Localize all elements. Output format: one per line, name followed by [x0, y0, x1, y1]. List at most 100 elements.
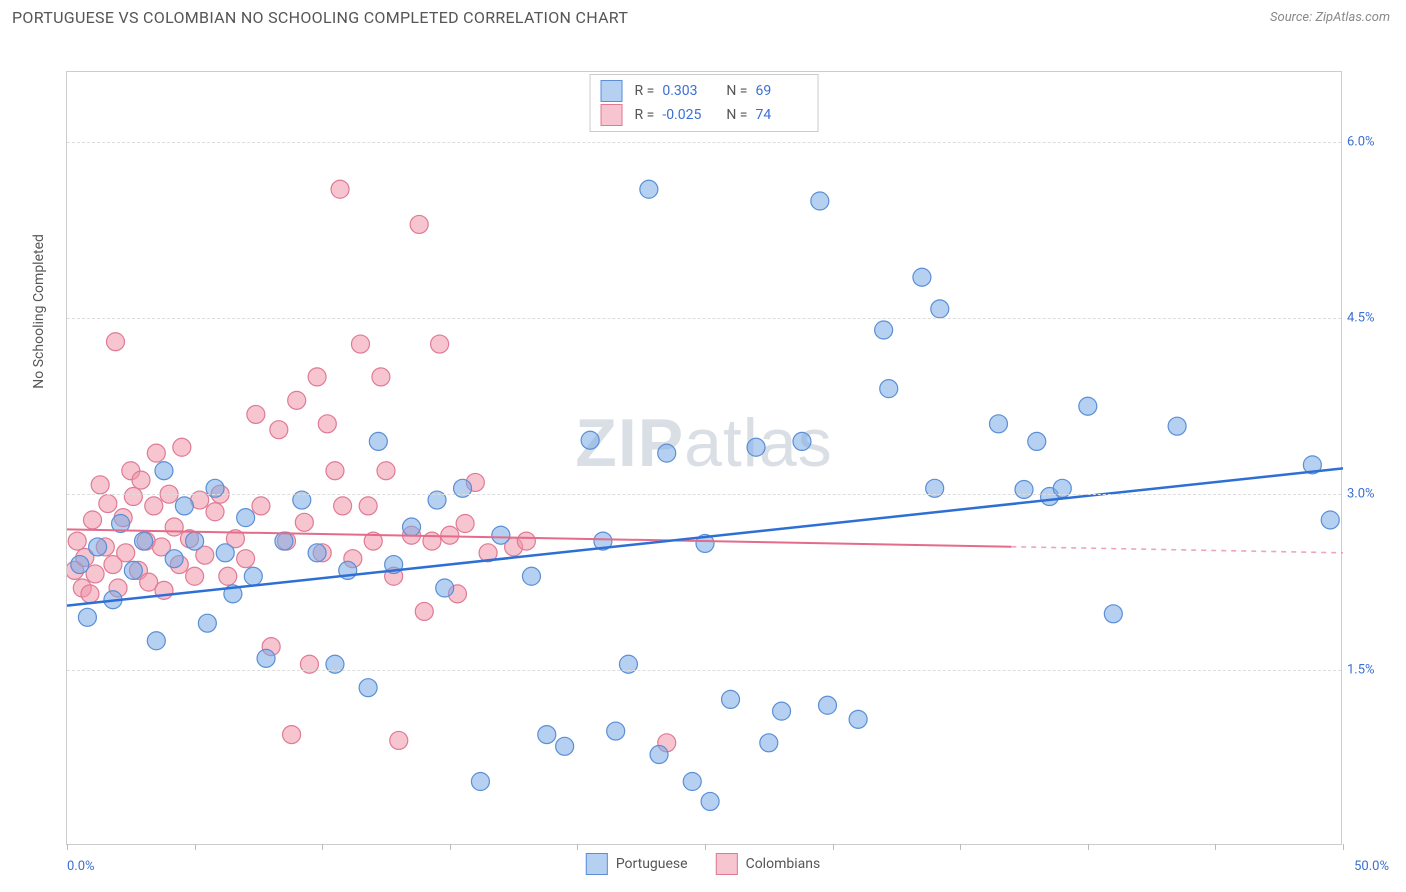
scatter-point-colombians [377, 462, 395, 480]
y-tick-label: 4.5% [1347, 311, 1389, 326]
legend-r-label: R = [635, 83, 655, 99]
scatter-point-colombians [132, 471, 150, 489]
grid-line [67, 670, 1341, 671]
scatter-point-colombians [68, 532, 86, 550]
scatter-point-portuguese [581, 431, 599, 449]
legend-item-portuguese: Portuguese [586, 853, 688, 875]
legend-swatch-colombians [601, 104, 623, 126]
legend-label-portuguese: Portuguese [616, 856, 688, 872]
scatter-point-colombians [410, 215, 428, 233]
scatter-point-portuguese [607, 722, 625, 740]
scatter-point-portuguese [359, 679, 377, 697]
source-attribution: Source: ZipAtlas.com [1270, 10, 1390, 25]
scatter-point-portuguese [683, 773, 701, 791]
scatter-point-portuguese [155, 462, 173, 480]
scatter-point-portuguese [722, 690, 740, 708]
legend-r-value-portuguese: 0.303 [662, 83, 714, 99]
scatter-point-portuguese [556, 737, 574, 755]
scatter-point-portuguese [403, 518, 421, 536]
legend-swatch-portuguese [601, 80, 623, 102]
trend-line-portuguese [67, 468, 1343, 605]
y-axis-label: No Schooling Completed [31, 234, 47, 389]
scatter-point-colombians [283, 726, 301, 744]
scatter-point-colombians [186, 567, 204, 585]
scatter-point-colombians [219, 567, 237, 585]
legend-label-colombians: Colombians [746, 856, 821, 872]
grid-line [67, 318, 1341, 319]
scatter-point-colombians [390, 731, 408, 749]
scatter-point-portuguese [147, 632, 165, 650]
scatter-point-portuguese [880, 380, 898, 398]
scatter-point-colombians [415, 602, 433, 620]
scatter-point-colombians [99, 495, 117, 513]
scatter-point-portuguese [849, 710, 867, 728]
scatter-point-portuguese [308, 544, 326, 562]
scatter-point-colombians [206, 503, 224, 521]
scatter-point-portuguese [1321, 511, 1339, 529]
legend-item-colombians: Colombians [716, 853, 821, 875]
y-tick-label: 1.5% [1347, 663, 1389, 678]
scatter-point-colombians [331, 180, 349, 198]
scatter-point-portuguese [913, 268, 931, 286]
scatter-point-portuguese [175, 497, 193, 515]
scatter-point-portuguese [811, 192, 829, 210]
scatter-point-colombians [334, 497, 352, 515]
scatter-point-portuguese [135, 532, 153, 550]
scatter-point-colombians [124, 488, 142, 506]
scatter-point-colombians [117, 544, 135, 562]
x-tick [960, 844, 961, 850]
scatter-point-portuguese [237, 509, 255, 527]
scatter-point-colombians [517, 532, 535, 550]
legend-row-portuguese: R =0.303N =69 [601, 79, 808, 103]
correlation-legend: R =0.303N =69R =-0.025N =74 [590, 74, 819, 132]
scatter-point-colombians [173, 438, 191, 456]
plot-area: No Schooling Completed ZIPatlas R =0.303… [66, 71, 1342, 845]
scatter-point-portuguese [793, 432, 811, 450]
legend-r-label: R = [635, 107, 655, 123]
scatter-point-portuguese [244, 567, 262, 585]
scatter-point-portuguese [471, 773, 489, 791]
series-legend: Portuguese Colombians [586, 853, 820, 875]
chart-title: PORTUGUESE VS COLOMBIAN NO SCHOOLING COM… [12, 8, 628, 27]
scatter-point-colombians [252, 497, 270, 515]
scatter-point-colombians [326, 462, 344, 480]
scatter-point-colombians [372, 368, 390, 386]
scatter-point-portuguese [773, 702, 791, 720]
scatter-point-colombians [423, 532, 441, 550]
x-min-label: 0.0% [67, 859, 95, 874]
legend-n-value-colombians: 74 [755, 107, 807, 123]
x-tick [322, 844, 323, 850]
legend-row-colombians: R =-0.025N =74 [601, 103, 808, 127]
legend-swatch-portuguese [586, 853, 608, 875]
grid-line [67, 142, 1341, 143]
scatter-point-colombians [247, 405, 265, 423]
scatter-point-colombians [165, 518, 183, 536]
scatter-point-portuguese [522, 567, 540, 585]
legend-swatch-colombians [716, 853, 738, 875]
scatter-point-colombians [318, 415, 336, 433]
scatter-point-portuguese [124, 561, 142, 579]
scatter-point-colombians [270, 421, 288, 439]
scatter-point-portuguese [818, 696, 836, 714]
scatter-point-colombians [147, 444, 165, 462]
scatter-point-portuguese [931, 300, 949, 318]
scatter-point-portuguese [198, 614, 216, 632]
x-tick [705, 844, 706, 850]
x-tick [67, 844, 68, 850]
scatter-point-colombians [81, 585, 99, 603]
scatter-point-portuguese [875, 321, 893, 339]
scatter-point-colombians [456, 515, 474, 533]
scatter-point-colombians [237, 550, 255, 568]
x-tick [1215, 844, 1216, 850]
scatter-point-colombians [84, 511, 102, 529]
grid-line [67, 494, 1341, 495]
scatter-point-portuguese [640, 180, 658, 198]
y-tick-label: 3.0% [1347, 487, 1389, 502]
scatter-point-portuguese [436, 579, 454, 597]
scatter-svg [67, 72, 1343, 846]
legend-n-value-portuguese: 69 [755, 83, 807, 99]
trend-line-colombians [67, 529, 1011, 546]
x-tick [577, 844, 578, 850]
scatter-point-portuguese [369, 432, 387, 450]
scatter-point-colombians [441, 526, 459, 544]
